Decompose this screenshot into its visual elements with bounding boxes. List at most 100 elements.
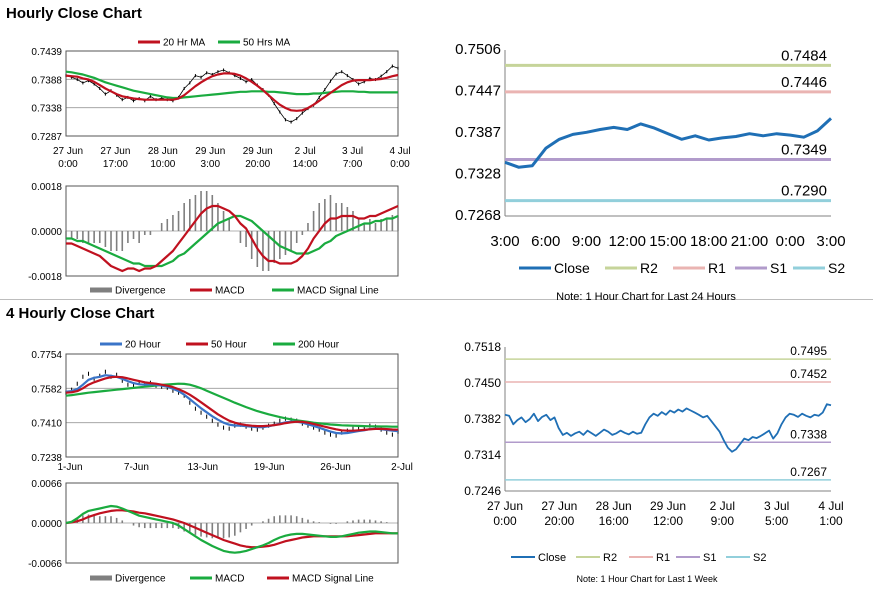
hourly-price-x-tick-time: 3:00: [201, 159, 221, 170]
four-hourly-legend-200-hour-label: 200 Hour: [298, 340, 340, 351]
hourly-close-x-tick: 21:00: [731, 233, 769, 250]
weekly-close-legend-label: S1: [703, 552, 716, 564]
four-hourly-20-hour-line: [65, 374, 399, 435]
four-hourly-price-x-tick: 19-Jun: [254, 462, 285, 473]
hourly-price-x-tick-time: 0:00: [390, 159, 410, 170]
hourly-price-x-tick-time: 7:00: [343, 159, 363, 170]
hourly-price-x-tick-time: 0:00: [58, 159, 78, 170]
hourly-close-x-tick: 6:00: [531, 233, 560, 250]
weekly-close-x-tick-time: 9:00: [711, 514, 735, 528]
hourly-price-y-tick: 0.7388: [31, 75, 62, 86]
weekly-close-y-tick: 0.7246: [464, 484, 501, 498]
weekly-close-x-tick-date: 28 Jun: [596, 499, 632, 513]
hourly-r2-line-label: 0.7484: [781, 47, 827, 64]
hourly-close-x-tick: 15:00: [649, 233, 687, 250]
weekly-r1-line-label: 0.7452: [790, 367, 827, 381]
four-hourly-price-x-tick: 26-Jun: [320, 462, 351, 473]
four-hourly-price-x-tick: 1-Jun: [57, 462, 82, 473]
weekly-r2-line-label: 0.7495: [790, 344, 827, 358]
four-hourly-macd-line: [65, 504, 398, 554]
weekly-close-x-tick-time: 0:00: [493, 514, 517, 528]
hourly-close-x-tick: 3:00: [816, 233, 845, 250]
four-hourly-price-x-tick: 2-Jul: [391, 462, 413, 473]
hourly-legend-macd-signal-label: MACD Signal Line: [297, 286, 379, 297]
hourly-price-x-tick-date: 27 Jun: [53, 146, 83, 157]
hourly-close-y-tick: 0.7506: [455, 41, 501, 58]
hourly-close-note: Note: 1 Hour Chart for Last 24 Hours: [556, 291, 736, 303]
weekly-close-y-tick: 0.7450: [464, 376, 501, 390]
hourly-macd-line: [66, 204, 399, 273]
hourly-macd-signal-line: [66, 214, 399, 268]
four-hourly-legend-20-hour-label: 20 Hour: [125, 340, 161, 351]
hourly-close-legend-label: S1: [770, 260, 787, 276]
four-hourly-price-y-tick: 0.7410: [31, 419, 62, 430]
hourly-s2-line-label: 0.7290: [781, 183, 827, 200]
hourly-close-legend-label: R1: [708, 260, 726, 276]
hourly-close-legend-label: R2: [640, 260, 658, 276]
weekly-close-x-tick-time: 1:00: [819, 514, 843, 528]
hourly-macd-y-tick: -0.0018: [28, 272, 62, 283]
weekly-close-x-tick-date: 29 Jun: [650, 499, 686, 513]
hourly-s1-line-label: 0.7349: [781, 142, 827, 159]
hourly-price-x-tick-date: 29 Jun: [195, 146, 225, 157]
weekly-close-legend-label: R2: [603, 552, 617, 564]
hourly-macd-y-tick: 0.0018: [31, 182, 62, 193]
hourly-price-y-tick: 0.7287: [31, 132, 62, 143]
hourly-price-y-tick: 0.7338: [31, 104, 62, 115]
hourly-price-x-tick-time: 14:00: [293, 159, 318, 170]
hourly-close-y-tick: 0.7328: [455, 166, 501, 183]
weekly-close-x-tick-time: 5:00: [765, 514, 789, 528]
weekly-close-legend-label: S2: [753, 552, 766, 564]
weekly-close-x-tick-time: 20:00: [544, 514, 574, 528]
hourly-close-x-tick: 12:00: [608, 233, 646, 250]
four-hourly-price-plot-frame: [65, 353, 399, 458]
four-hourly-200-hour-line: [65, 382, 398, 428]
weekly-close-x-tick-time: 16:00: [599, 514, 629, 528]
hourly-close-legend-label: S2: [828, 260, 845, 276]
weekly-close-line: [504, 403, 832, 453]
four-hourly-legend-divergence-label: Divergence: [115, 574, 166, 585]
four-hourly-macd-y-tick: 0.0000: [31, 519, 62, 530]
hourly-close-x-tick: 9:00: [572, 233, 601, 250]
weekly-close-legend-label: R1: [656, 552, 670, 564]
weekly-close-x-tick-date: 27 Jun: [541, 499, 577, 513]
weekly-close-x-tick-time: 12:00: [653, 514, 683, 528]
hourly-legend-divergence-label: Divergence: [115, 286, 166, 297]
four-hourly-price-y-tick: 0.7582: [31, 384, 62, 395]
hourly-close-y-tick: 0.7447: [455, 83, 501, 100]
four-hourly-section-title: 4 Hourly Close Chart: [6, 305, 155, 322]
hourly-price-x-tick-time: 10:00: [150, 159, 175, 170]
weekly-close-x-tick-date: 27 Jun: [487, 499, 523, 513]
four-hourly-macd-y-tick: 0.0066: [31, 479, 62, 490]
hourly-price-x-tick-date: 4 Jul: [389, 146, 410, 157]
four-hourly-price-x-tick: 13-Jun: [188, 462, 219, 473]
four-hourly-price-y-tick: 0.7754: [31, 350, 62, 361]
hourly-close-x-tick: 3:00: [490, 233, 519, 250]
four-hourly-macd-y-tick: -0.0066: [28, 559, 62, 570]
weekly-close-note: Note: 1 Hour Chart for Last 1 Week: [577, 574, 718, 584]
hourly-price-x-tick-date: 28 Jun: [148, 146, 178, 157]
four-hourly-50-hour-line: [65, 375, 399, 432]
hourly-legend-50hrs-ma-label: 50 Hrs MA: [243, 38, 291, 49]
hourly-price-y-tick: 0.7439: [31, 47, 62, 58]
hourly-legend-macd-label: MACD: [215, 286, 244, 297]
hourly-close-line: [504, 117, 833, 169]
hourly-close-y-tick: 0.7268: [455, 207, 501, 224]
four-hourly-legend-macd-label: MACD: [215, 574, 244, 585]
weekly-close-x-tick-date: 3 Jul: [764, 499, 789, 513]
weekly-close-y-tick: 0.7314: [464, 448, 501, 462]
weekly-close-y-tick: 0.7518: [464, 340, 501, 354]
hourly-price-x-tick-time: 17:00: [103, 159, 128, 170]
weekly-s2-line-label: 0.7267: [790, 465, 827, 479]
weekly-s1-line-label: 0.7338: [790, 427, 827, 441]
four-hourly-macd-signal-line: [65, 509, 398, 549]
hourly-price-x-tick-date: 3 Jul: [342, 146, 363, 157]
section-divider: [0, 299, 873, 300]
hourly-close-x-tick: 18:00: [690, 233, 728, 250]
weekly-close-legend-label: Close: [538, 552, 566, 564]
hourly-close-legend-label: Close: [554, 260, 590, 276]
hourly-50hr-ma-line: [65, 70, 398, 100]
four-hourly-legend-macd-signal-label: MACD Signal Line: [292, 574, 374, 585]
four-hourly-price-x-tick: 7-Jun: [124, 462, 149, 473]
